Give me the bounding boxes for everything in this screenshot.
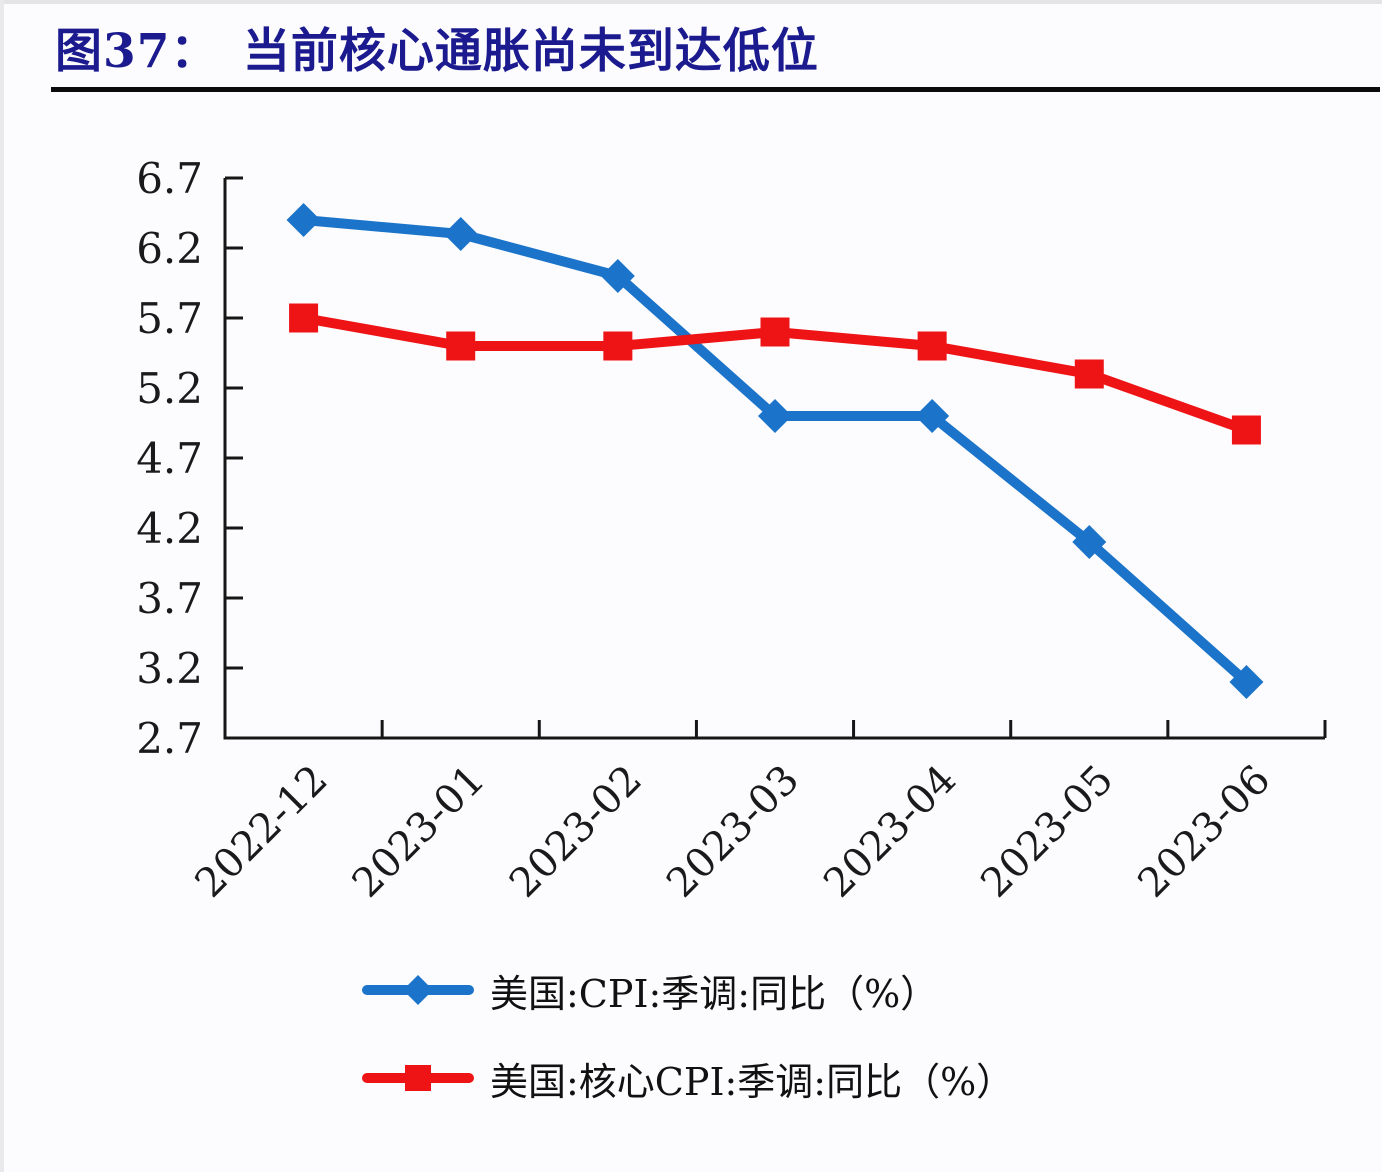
screenshot-left-edge (0, 0, 4, 1172)
square-marker (603, 331, 633, 361)
square-marker (446, 331, 476, 361)
diamond-marker (286, 203, 321, 237)
chart-legend: 美国:CPI:季调:同比（%） 美国:核心CPI:季调:同比（%） (362, 962, 1014, 1106)
square-marker (1074, 359, 1104, 389)
x-axis-tick-label: 2023-06 (1129, 757, 1279, 907)
square-marker (760, 317, 790, 347)
y-axis-tick-label: 3.7 (136, 574, 203, 623)
legend-label: 美国:核心CPI:季调:同比（%） (490, 1059, 1015, 1104)
square-marker (1231, 415, 1261, 445)
figure-title: 图37： 当前核心通胀尚未到达低位 (55, 24, 819, 79)
legend-item: 美国:核心CPI:季调:同比（%） (362, 1050, 1014, 1106)
y-axis-tick-label: 6.7 (136, 154, 203, 203)
x-axis-tick-label: 2023-04 (815, 757, 965, 907)
screenshot-top-edge (0, 0, 1382, 4)
diamond-marker (758, 399, 792, 433)
title-divider-rule (51, 87, 1380, 92)
axis-lines (223, 178, 1325, 740)
y-axis-tick-label: 3.2 (136, 644, 203, 693)
square-marker (917, 331, 947, 361)
square-marker (289, 303, 319, 333)
x-axis-tick-label: 2023-01 (344, 757, 494, 907)
x-axis-tick-label: 2023-03 (658, 757, 808, 907)
y-axis-tick-label: 2.7 (136, 714, 203, 763)
diamond-marker (1072, 525, 1107, 559)
diamond-marker (600, 259, 635, 293)
legend-label: 美国:CPI:季调:同比（%） (490, 971, 939, 1016)
y-axis-tick-label: 4.2 (136, 504, 203, 553)
y-axis-tick-label: 5.2 (136, 364, 203, 413)
diamond-marker (443, 217, 478, 251)
x-axis-tick-label: 2023-05 (972, 757, 1122, 907)
y-axis-tick-label: 4.7 (136, 434, 203, 483)
y-axis-tick-label: 5.7 (136, 294, 203, 343)
diamond-marker (1229, 665, 1264, 699)
diamond-marker (915, 399, 950, 433)
y-axis-tick-label: 6.2 (136, 224, 203, 273)
legend-line-square-icon (362, 1065, 474, 1091)
legend-item: 美国:CPI:季调:同比（%） (362, 962, 1014, 1018)
x-axis-tick-label: 2023-02 (501, 757, 651, 907)
x-axis-tick-label: 2022-12 (187, 757, 337, 907)
series-line-0 (298, 215, 1252, 687)
legend-line-diamond-icon (362, 975, 474, 1005)
